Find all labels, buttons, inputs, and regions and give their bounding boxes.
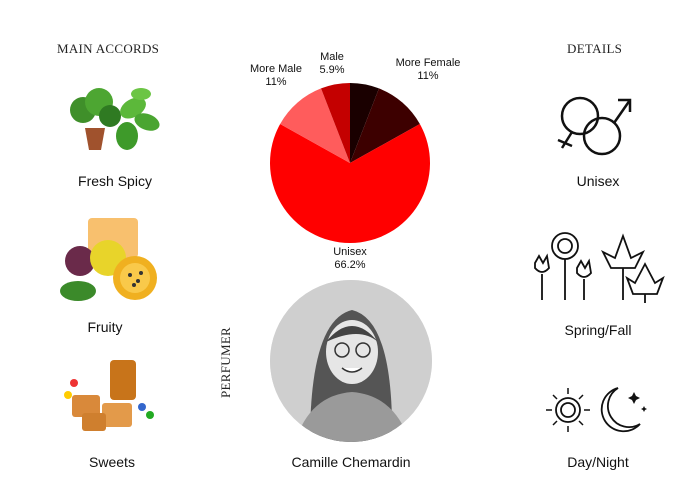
sun-moon-icon <box>546 387 647 433</box>
accord-label: Fresh Spicy <box>78 173 152 189</box>
flowers-leaves-icon <box>534 232 665 303</box>
perfumer-heading: PERFUMER <box>218 326 233 398</box>
perfumer-name: Camille Chemardin <box>291 454 411 470</box>
pie-value-label: 11% <box>417 70 438 82</box>
pie-slice-label: Male <box>320 51 344 63</box>
pie-value-label: 5.9% <box>319 64 344 76</box>
pie-value-label: 66.2% <box>334 259 365 271</box>
main-accords-heading: MAIN ACCORDS <box>57 41 160 56</box>
detail-unisex-image <box>550 88 640 163</box>
detail-daynight-image <box>540 380 650 440</box>
accord-fruity-image <box>58 213 163 308</box>
accord-label: Fruity <box>87 319 123 335</box>
accord-label: Sweets <box>89 454 135 470</box>
mint-plant-icon <box>70 88 160 150</box>
perfumer-portrait-icon <box>270 280 432 442</box>
pie-value-label: 11% <box>265 76 286 88</box>
perfumer-photo <box>270 280 432 442</box>
detail-label: Day/Night <box>567 454 629 470</box>
details-heading: DETAILS <box>567 41 623 56</box>
caramel-candy-icon <box>64 360 154 431</box>
pie-slice <box>321 83 350 163</box>
detail-season-image <box>525 228 665 303</box>
pie-slice <box>350 83 379 163</box>
gender-symbols-icon <box>557 96 632 156</box>
pie-slice-label: Unisex <box>333 246 367 258</box>
accord-fresh-spicy-image <box>55 80 165 160</box>
pie-slice <box>270 124 430 244</box>
pie-slice <box>350 88 420 163</box>
passion-fruit-icon <box>60 218 157 301</box>
pie-slice-label: More Female <box>396 57 461 69</box>
pie-slice-label: More Male <box>250 63 302 75</box>
detail-label: Unisex <box>576 173 620 189</box>
detail-label: Spring/Fall <box>564 322 632 338</box>
pie-slice <box>280 88 350 163</box>
accord-sweets-image <box>62 355 162 435</box>
